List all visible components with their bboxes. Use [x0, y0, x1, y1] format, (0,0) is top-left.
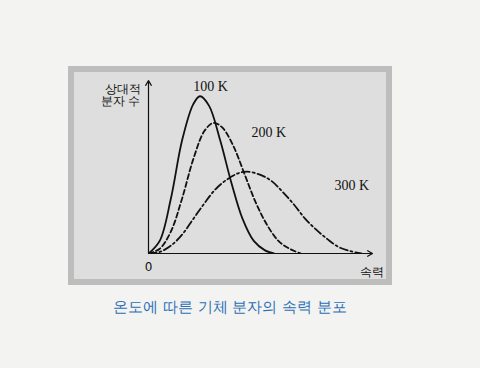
- svg-text:상대적분자 수: 상대적분자 수: [101, 82, 141, 108]
- svg-text:속력: 속력: [360, 265, 384, 279]
- html-text:온도에 따른 기체 분자의 속력 분포: 온도에 따른 기체 분자의 속력 분포: [113, 298, 347, 316]
- svg-text:200 K: 200 K: [252, 125, 287, 140]
- svg-text:0: 0: [145, 260, 153, 274]
- svg-text:300 K: 300 K: [334, 178, 369, 193]
- svg-text:100 K: 100 K: [193, 79, 228, 94]
